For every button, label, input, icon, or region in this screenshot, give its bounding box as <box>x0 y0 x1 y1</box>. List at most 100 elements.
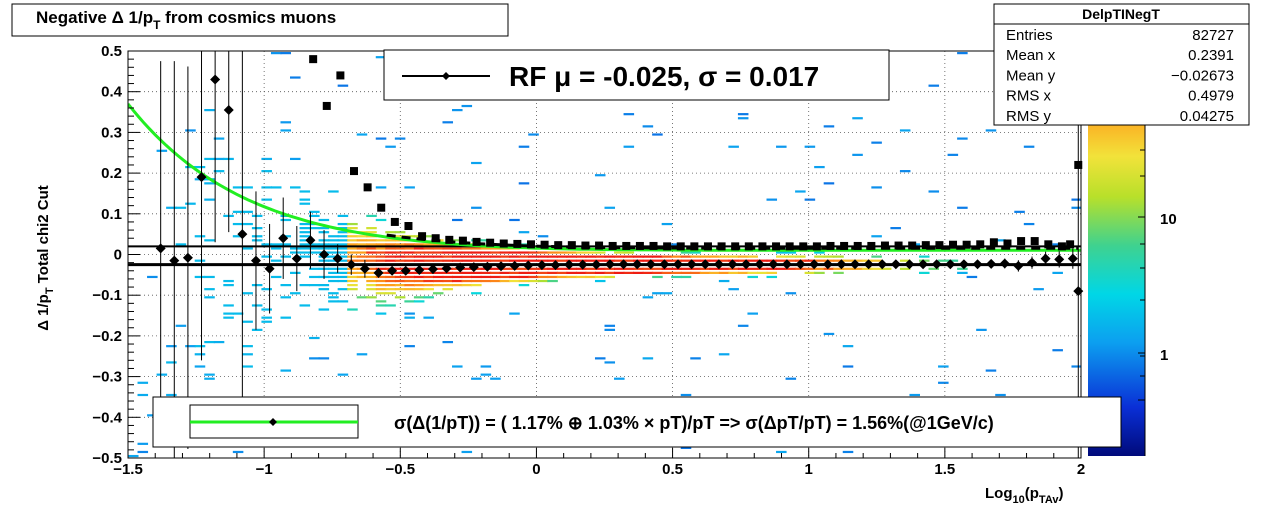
heatmap-bin <box>671 275 682 279</box>
heatmap-bin <box>785 255 797 258</box>
heatmap-bin <box>623 113 635 116</box>
heatmap-bin <box>328 251 339 254</box>
y-tick-label: −0.5 <box>92 450 122 467</box>
heatmap-bin <box>957 137 968 140</box>
sigma-point <box>989 238 998 247</box>
heatmap-bin <box>290 76 301 79</box>
heatmap-bin <box>661 222 673 226</box>
heatmap-bin <box>528 255 539 258</box>
heatmap-bin <box>652 133 663 136</box>
sigma-point <box>785 242 794 251</box>
mean-point <box>604 259 615 270</box>
heatmap-bin <box>776 267 787 270</box>
heatmap-bin <box>766 275 778 279</box>
sigma-point <box>472 237 481 246</box>
heatmap-bin <box>251 227 263 230</box>
heatmap-bin <box>299 243 311 246</box>
heatmap-bin <box>251 284 263 287</box>
heatmap-bin <box>442 251 454 254</box>
heatmap-bin <box>957 267 968 270</box>
heatmap-bin <box>375 267 387 270</box>
heatmap-bin <box>204 198 215 201</box>
chart-title: Negative Δ 1/pT from cosmics muons <box>36 8 336 32</box>
heatmap-bin <box>490 251 501 254</box>
stats-value: 82727 <box>1192 27 1234 44</box>
heatmap-bin <box>737 267 749 270</box>
sigma-point <box>663 242 672 251</box>
heatmap-bin <box>366 284 377 287</box>
heatmap-bin <box>795 190 806 193</box>
heatmap-bin <box>518 275 530 279</box>
mean-point <box>741 259 752 270</box>
heatmap-bin <box>137 381 149 384</box>
stats-label: Mean y <box>1006 67 1056 84</box>
heatmap-bin <box>452 284 463 287</box>
heatmap-bin <box>814 259 825 262</box>
heatmap-bin <box>328 243 339 246</box>
sigma-point <box>1003 239 1012 248</box>
heatmap-bin <box>528 279 539 283</box>
mean-point <box>727 259 738 270</box>
heatmap-bin <box>299 239 311 242</box>
mean-point <box>822 259 833 270</box>
heatmap-bin <box>566 255 577 258</box>
mean-point <box>618 259 629 270</box>
heatmap-bin <box>404 247 415 250</box>
heatmap-bin <box>404 275 415 279</box>
heatmap-bin <box>690 267 701 270</box>
heatmap-bin <box>490 279 501 283</box>
legend-bottom-text: σ(Δ(1/pT)) = ( 1.17% ⊕ 1.03% × pT)/pT =>… <box>394 413 994 433</box>
heatmap-bin <box>166 393 177 397</box>
heatmap-bin <box>652 259 663 262</box>
heatmap-bin <box>509 251 520 254</box>
heatmap-bin <box>204 275 215 279</box>
heatmap-bin <box>833 267 844 270</box>
heatmap-bin <box>404 271 415 274</box>
heatmap-bin <box>747 267 758 270</box>
heatmap-bin <box>490 377 501 380</box>
mean-point <box>223 105 234 116</box>
heatmap-bin <box>432 259 444 262</box>
sigma-point <box>567 241 576 250</box>
heatmap-bin <box>518 267 530 270</box>
mean-point <box>877 259 888 270</box>
heatmap-bin <box>347 259 358 262</box>
heatmap-bin <box>375 255 387 258</box>
sigma-point <box>390 217 399 226</box>
stats-label: RMS y <box>1006 108 1052 125</box>
heatmap-bin <box>614 255 625 258</box>
heatmap-bin <box>737 255 749 258</box>
heatmap-bin <box>261 157 272 161</box>
heatmap-bin <box>547 279 558 283</box>
heatmap-bin <box>356 271 368 274</box>
heatmap-bin <box>642 255 654 258</box>
stats-label: Entries <box>1006 27 1053 44</box>
mean-point <box>659 259 670 270</box>
heatmap-bin <box>204 377 215 380</box>
heatmap-bin <box>490 267 501 270</box>
heatmap-bin <box>442 340 454 344</box>
heatmap-bin <box>318 308 330 311</box>
mean-point <box>795 259 806 270</box>
heatmap-bin <box>242 222 253 226</box>
heatmap-bin <box>652 292 663 295</box>
heatmap-bin <box>328 292 339 295</box>
resolution-fit-curve <box>128 102 1081 252</box>
sigma-point <box>499 239 508 248</box>
heatmap-bin <box>404 243 415 246</box>
heatmap-bin <box>556 259 568 262</box>
heatmap-bin <box>509 271 520 274</box>
heatmap-bin <box>756 267 768 270</box>
heatmap-bin <box>480 271 492 274</box>
heatmap-bin <box>518 279 530 283</box>
heatmap-bin <box>261 308 272 311</box>
heatmap-bin <box>318 288 330 291</box>
heatmap-bin <box>166 206 177 209</box>
heatmap-bin <box>899 259 911 262</box>
heatmap-bin <box>204 157 215 161</box>
heatmap-bin <box>309 251 320 254</box>
heatmap-bin <box>375 279 387 283</box>
sigma-point <box>309 55 318 64</box>
heatmap-bin <box>404 284 415 287</box>
heatmap-bin <box>985 369 997 372</box>
